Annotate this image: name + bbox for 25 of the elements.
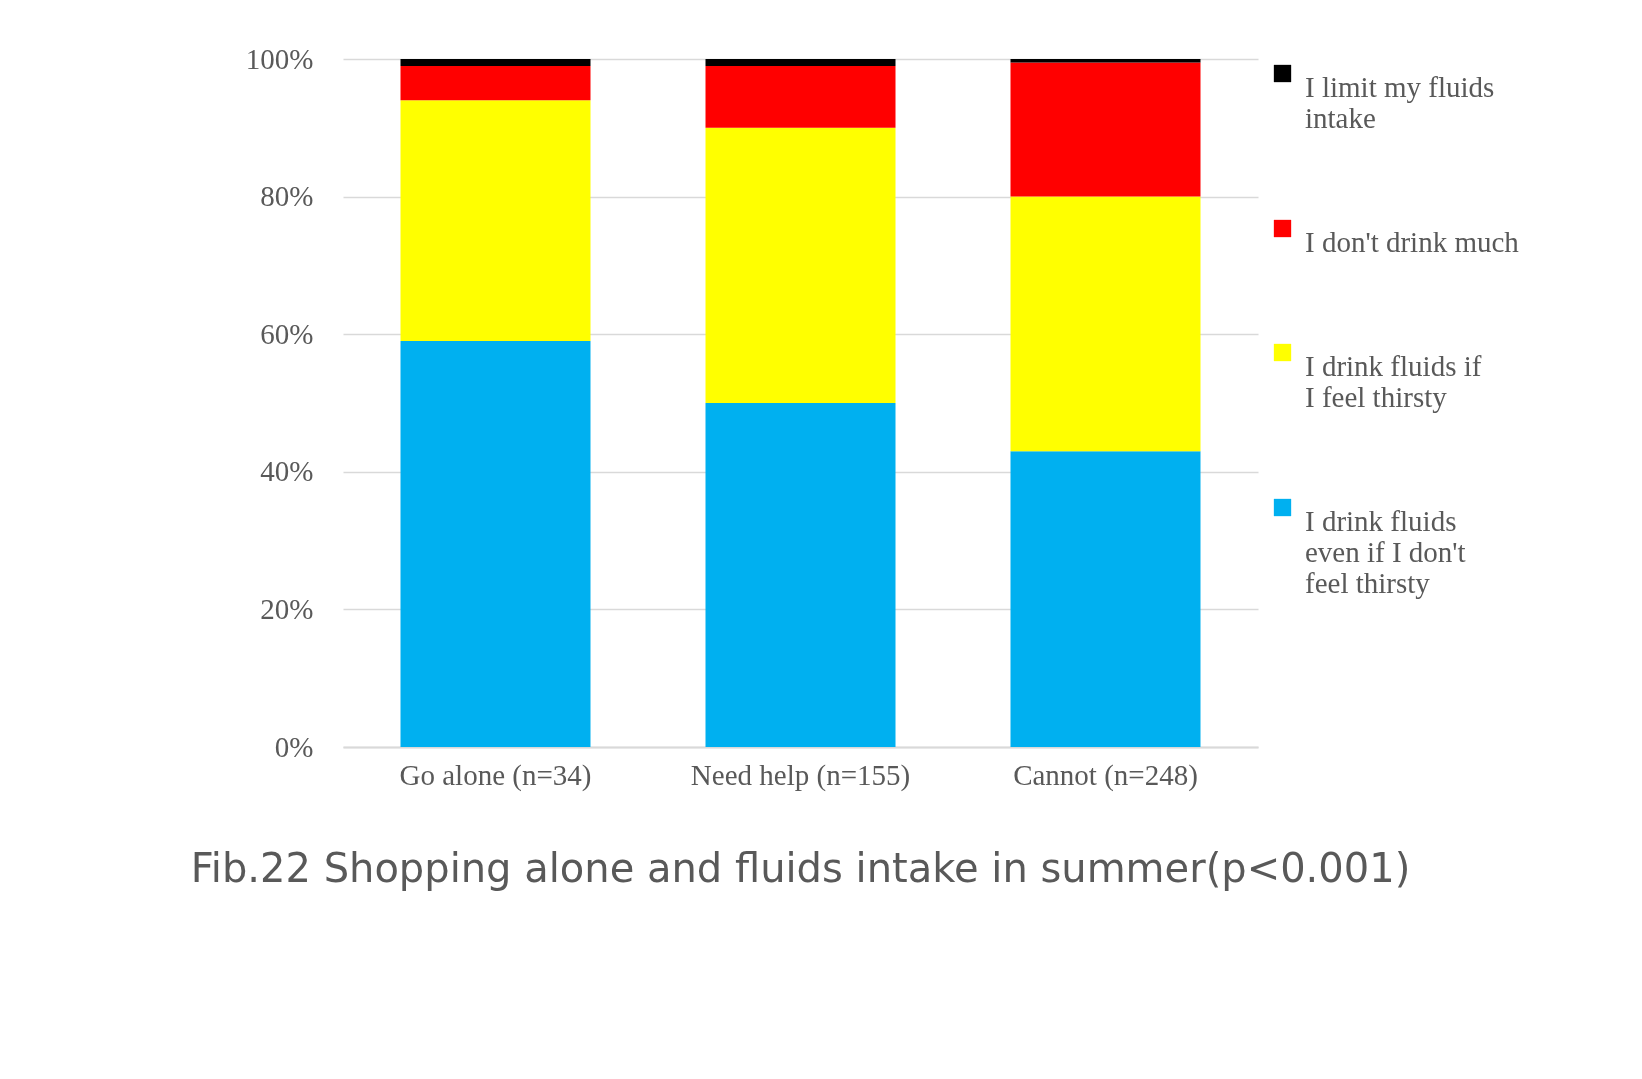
y-tick-label: 80% bbox=[260, 180, 314, 213]
bar bbox=[705, 65, 896, 128]
bar bbox=[400, 59, 591, 66]
y-tick-label: 20% bbox=[260, 592, 314, 625]
bar bbox=[1010, 62, 1201, 197]
x-tick-label: Need help (n=155) bbox=[690, 758, 911, 792]
bar bbox=[400, 341, 591, 747]
text: Fib.22 Shopping alone and fluids intake in summer(p<0.001) bbox=[190, 845, 1411, 891]
bar bbox=[705, 127, 896, 403]
y-tick-label: 100% bbox=[245, 42, 314, 75]
bar bbox=[400, 65, 591, 101]
legend-label: I drink fluids even if I don't feel thirsty bbox=[1305, 504, 1466, 599]
bar bbox=[1010, 196, 1201, 452]
x-tick-label: Cannot (n=248) bbox=[1013, 758, 1198, 792]
x-tick-label: Go alone (n=34) bbox=[399, 758, 592, 792]
legend-label: I don't drink much bbox=[1305, 225, 1520, 258]
y-tick-label: 0% bbox=[274, 730, 314, 763]
legend-label: I drink fluids if I feel thirsty bbox=[1305, 349, 1482, 413]
bar bbox=[400, 100, 591, 342]
y-tick-label: 60% bbox=[260, 317, 314, 350]
bar bbox=[1010, 451, 1201, 747]
bar bbox=[705, 403, 896, 747]
legend-label: I limit my fluids intake bbox=[1305, 70, 1495, 134]
bar bbox=[705, 59, 896, 66]
y-tick-label: 40% bbox=[260, 455, 314, 488]
